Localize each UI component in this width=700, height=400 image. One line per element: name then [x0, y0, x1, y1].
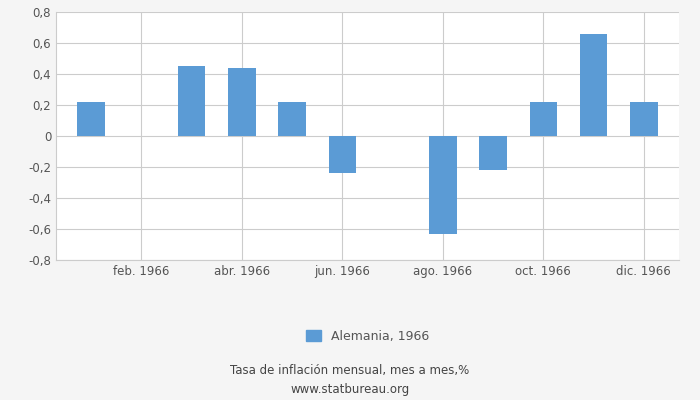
Bar — [228, 68, 256, 136]
Bar — [78, 102, 105, 136]
Bar — [429, 136, 456, 234]
Bar — [630, 102, 657, 136]
Bar — [328, 136, 356, 173]
Bar — [529, 102, 557, 136]
Bar — [279, 102, 306, 136]
Text: Tasa de inflación mensual, mes a mes,%
www.statbureau.org: Tasa de inflación mensual, mes a mes,% w… — [230, 364, 470, 396]
Bar — [178, 66, 206, 136]
Legend: Alemania, 1966: Alemania, 1966 — [301, 325, 434, 348]
Bar — [480, 136, 507, 170]
Bar — [580, 34, 608, 136]
